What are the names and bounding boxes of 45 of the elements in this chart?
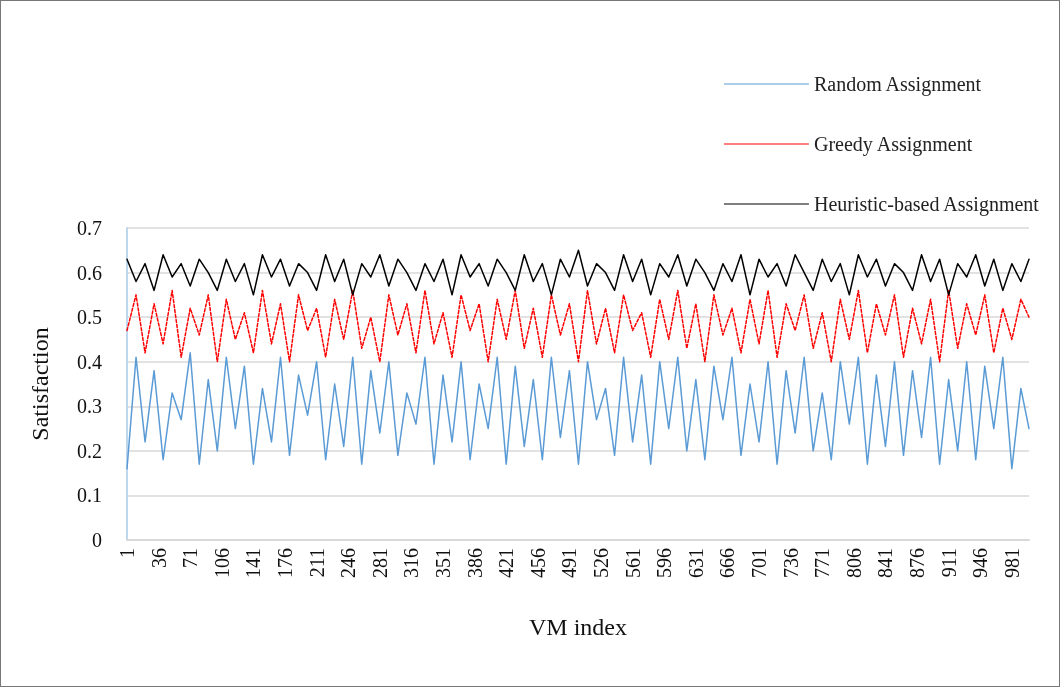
x-tick-label: 456 [526,548,549,578]
x-tick-label: 1 [116,548,138,558]
x-tick-label: 386 [463,548,486,578]
y-tick-label: 0.5 [77,306,102,329]
x-tick-label: 736 [779,548,802,578]
x-tick-label: 316 [400,548,423,578]
x-tick-label: 561 [621,548,644,578]
x-tick-label: 421 [495,548,518,578]
y-axis-title: Satisfaction [27,327,53,441]
y-tick-label: 0.6 [77,261,102,284]
x-tick-label: 701 [748,548,771,578]
legend-label: Greedy Assignment [813,133,973,156]
line-series [126,289,1030,363]
legend-label: Heuristic-based Assignment [813,193,1040,216]
x-tick-label: 806 [842,548,865,578]
x-tick-label: 106 [210,548,233,578]
x-tick-label: 946 [969,548,992,578]
x-axis-title: VM index [529,614,627,640]
x-tick-label: 631 [684,548,707,578]
y-tick-label: 0.1 [77,484,102,507]
x-tick-label: 36 [147,548,170,568]
line-series [126,249,1030,296]
y-tick-label: 0.7 [77,217,102,239]
x-tick-label: 141 [242,548,265,578]
x-tick-label: 211 [305,548,328,578]
x-tick-label: 281 [368,548,391,578]
y-tick-label: 0 [92,529,102,551]
x-tick-label: 981 [1000,548,1023,578]
x-tick-label: 71 [179,548,202,568]
x-tick-label: 176 [274,548,297,578]
line-series [126,352,1030,470]
x-tick-label: 876 [906,548,929,578]
x-tick-label: 841 [874,548,897,578]
y-tick-label: 0.3 [77,395,102,418]
x-tick-label: 596 [653,548,676,578]
legend-label: Random Assignment [813,73,982,96]
y-tick-label: 0.4 [77,350,102,373]
x-tick-label: 246 [337,548,360,578]
x-tick-label: 491 [558,548,581,578]
y-tick-label: 0.2 [77,439,102,462]
x-tick-label: 351 [432,548,455,578]
x-tick-label: 526 [590,548,613,578]
x-tick-label: 666 [716,548,739,578]
x-tick-label: 771 [811,548,834,578]
x-tick-label: 911 [937,548,960,578]
